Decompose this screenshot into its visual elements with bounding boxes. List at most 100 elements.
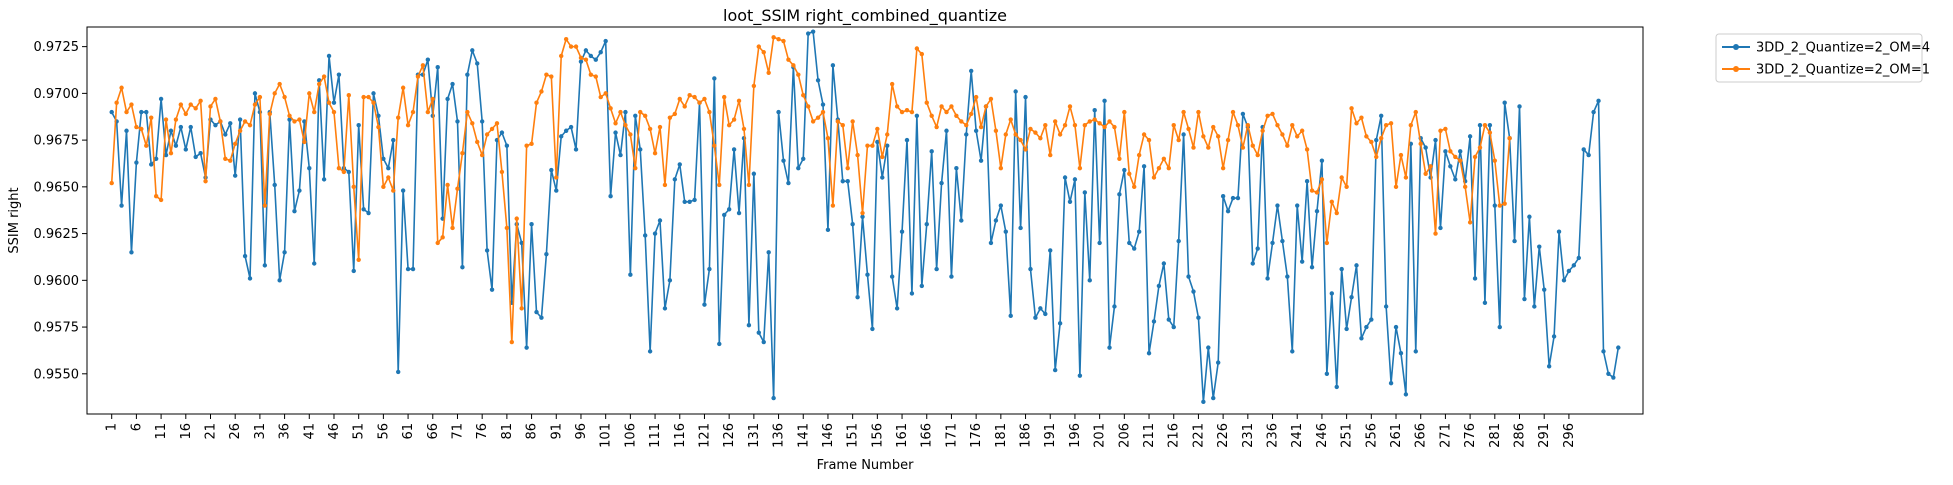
data-point xyxy=(1028,126,1033,132)
legend-label-om1: 3DD_2_Quantize=2_OM=1 xyxy=(1756,63,1930,78)
data-point xyxy=(1354,121,1359,126)
data-point xyxy=(573,44,579,49)
data-point xyxy=(959,119,964,124)
y-axis: 0.9550 0.9575 0.9600 0.9625 0.9650 0.9675 0.97… xyxy=(34,40,87,382)
data-point xyxy=(919,51,925,57)
x-tick-label: 231 xyxy=(1241,423,1256,448)
data-point xyxy=(376,113,381,119)
plot-frame xyxy=(86,26,1644,415)
x-tick-label: 136 xyxy=(772,423,787,448)
data-point xyxy=(307,165,312,171)
x-tick-label: 191 xyxy=(1043,423,1058,448)
x-axis: 1 6 11 16 21 26 31 36 41 46 51 56 61 66 71 76 81 86 91 96 10… xyxy=(105,414,1577,448)
data-point xyxy=(1507,136,1512,141)
data-point xyxy=(494,121,500,126)
data-point xyxy=(435,240,440,246)
data-point xyxy=(400,188,406,193)
legend-marker-om1 xyxy=(1733,66,1739,72)
data-point xyxy=(1240,111,1246,117)
data-point xyxy=(810,119,816,124)
data-point xyxy=(652,151,658,156)
data-point xyxy=(1265,113,1270,119)
data-point xyxy=(470,48,475,53)
data-point xyxy=(1230,195,1236,201)
data-point xyxy=(1428,164,1433,169)
data-point xyxy=(939,180,944,186)
data-point xyxy=(904,137,910,143)
data-point xyxy=(1265,276,1270,281)
data-point xyxy=(1344,184,1349,190)
data-point xyxy=(479,119,485,124)
data-point xyxy=(894,306,900,311)
data-point xyxy=(1379,136,1384,141)
data-point xyxy=(568,44,574,49)
data-point xyxy=(944,128,949,133)
data-point xyxy=(1443,126,1448,132)
data-point xyxy=(529,222,534,227)
data-point xyxy=(1176,238,1181,244)
data-point xyxy=(889,274,895,279)
data-point xyxy=(371,91,376,96)
data-point xyxy=(534,100,539,105)
data-point xyxy=(1359,115,1364,120)
data-point xyxy=(326,53,332,59)
data-point xyxy=(460,151,465,156)
data-point xyxy=(830,63,836,68)
data-point xyxy=(850,119,855,124)
data-point xyxy=(628,272,633,277)
data-point xyxy=(766,250,771,255)
data-point xyxy=(1349,106,1354,111)
data-point xyxy=(593,57,598,62)
data-point xyxy=(405,122,411,128)
series-line xyxy=(110,36,1511,343)
data-point xyxy=(119,203,124,208)
data-point xyxy=(430,96,435,102)
data-point xyxy=(746,323,752,328)
data-point xyxy=(336,72,342,77)
data-point xyxy=(292,119,297,124)
data-point xyxy=(633,165,638,171)
data-point xyxy=(242,119,248,124)
data-point xyxy=(1393,184,1399,190)
data-point xyxy=(1186,126,1191,132)
data-point xyxy=(144,109,149,115)
data-point xyxy=(860,214,865,219)
data-point xyxy=(1107,119,1112,124)
x-tick-label: 266 xyxy=(1414,423,1429,448)
data-point xyxy=(904,108,910,113)
data-point xyxy=(692,197,697,203)
data-point xyxy=(697,100,702,105)
data-point xyxy=(1537,244,1542,249)
data-point xyxy=(1206,145,1211,150)
data-point xyxy=(1601,349,1606,354)
data-point xyxy=(455,119,460,124)
data-point xyxy=(139,126,144,132)
data-point xyxy=(682,104,687,109)
data-point xyxy=(618,152,623,158)
x-tick-label: 246 xyxy=(1315,423,1330,448)
data-point xyxy=(1132,184,1137,190)
data-point xyxy=(815,115,821,120)
data-point xyxy=(1314,208,1320,214)
x-tick-label: 1 xyxy=(105,423,120,431)
data-point xyxy=(1038,136,1043,141)
data-point xyxy=(1052,367,1058,373)
data-point xyxy=(924,222,929,227)
data-point xyxy=(237,128,243,133)
data-point xyxy=(193,154,198,160)
data-point xyxy=(1211,395,1216,401)
data-point xyxy=(1324,240,1330,246)
data-point xyxy=(1467,134,1473,139)
data-point xyxy=(361,94,366,100)
data-point xyxy=(1023,94,1028,100)
data-point xyxy=(1171,324,1176,330)
data-point xyxy=(1280,238,1285,244)
data-point xyxy=(934,266,939,272)
data-point xyxy=(568,124,574,130)
data-point xyxy=(1230,109,1236,115)
y-tick-label: 0.9650 xyxy=(34,180,80,195)
data-point xyxy=(371,100,376,105)
data-point xyxy=(1398,351,1404,356)
data-point xyxy=(1482,122,1488,128)
data-point xyxy=(1250,143,1255,148)
